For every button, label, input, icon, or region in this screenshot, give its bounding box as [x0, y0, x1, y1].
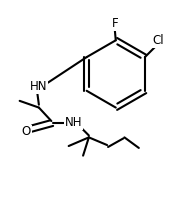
Text: HN: HN — [30, 80, 48, 93]
Text: O: O — [22, 125, 31, 138]
Text: F: F — [112, 18, 118, 30]
Text: Cl: Cl — [152, 34, 164, 47]
Text: NH: NH — [65, 117, 82, 129]
